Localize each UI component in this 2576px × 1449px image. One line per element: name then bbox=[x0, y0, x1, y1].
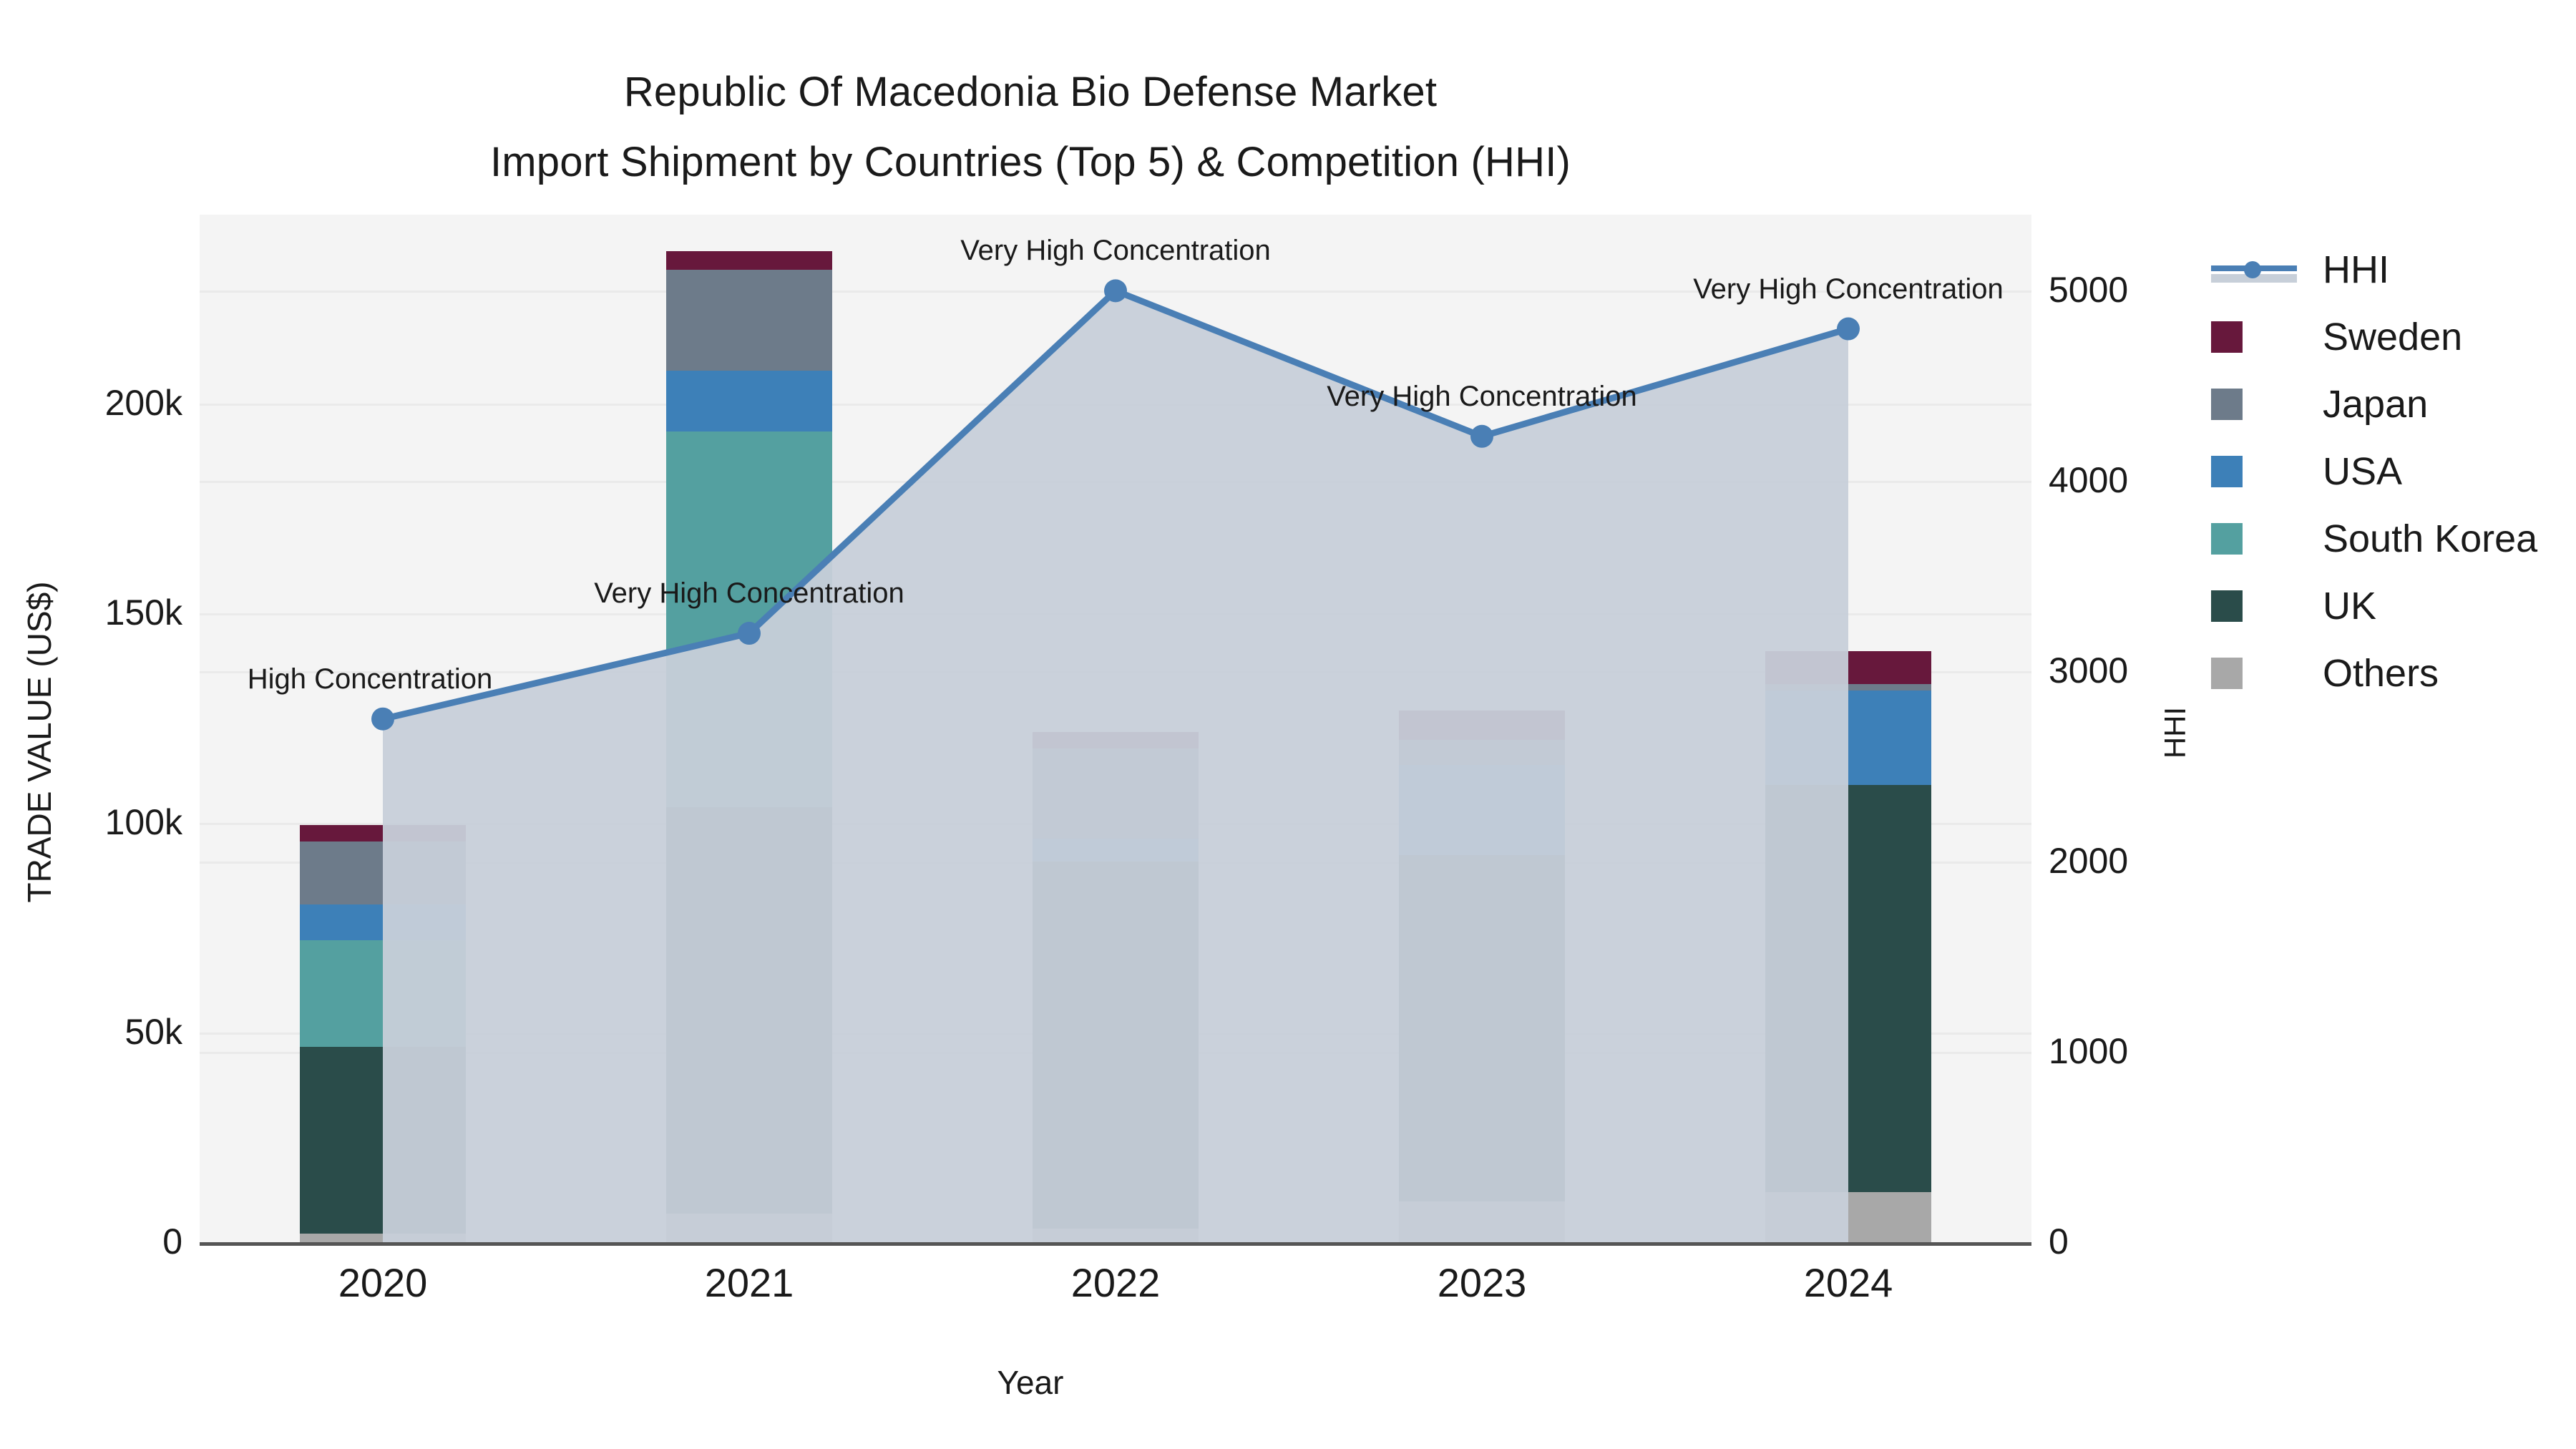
legend-item-japan[interactable]: Japan bbox=[2211, 371, 2569, 438]
hhi-annotation: Very High Concentration bbox=[1327, 380, 1637, 412]
legend-swatch-others bbox=[2211, 658, 2243, 689]
legend-item-others[interactable]: Others bbox=[2211, 640, 2569, 707]
bar-segment-uk[interactable] bbox=[1033, 862, 1199, 1229]
y-axis-left-tick-label: 150k bbox=[104, 592, 182, 633]
legend-label: South Korea bbox=[2323, 517, 2538, 560]
legend-item-hhi[interactable]: HHI bbox=[2211, 236, 2569, 303]
y-axis-right-tick-label: 0 bbox=[2049, 1221, 2069, 1262]
bar-segment-japan[interactable] bbox=[1399, 739, 1565, 765]
legend-label: Japan bbox=[2323, 383, 2429, 426]
chart-title-line-1: Republic Of Macedonia Bio Defense Market bbox=[623, 69, 1438, 115]
legend-item-usa[interactable]: USA bbox=[2211, 438, 2569, 505]
legend: HHI Sweden Japan USA South Korea UK Others bbox=[2211, 236, 2569, 707]
bar-group[interactable] bbox=[300, 215, 466, 1242]
legend-swatch-uk bbox=[2211, 590, 2243, 622]
y-axis-right-tick-label: 2000 bbox=[2049, 841, 2129, 882]
x-axis-line bbox=[200, 1242, 2031, 1246]
bar-segment-japan[interactable] bbox=[1765, 684, 1931, 691]
legend-swatch-south-korea bbox=[2211, 523, 2243, 555]
bar-segment-usa[interactable] bbox=[1033, 839, 1199, 862]
x-axis-tick-label-2021: 2021 bbox=[704, 1260, 794, 1305]
y-axis-right-tick-label: 5000 bbox=[2049, 270, 2129, 311]
bar-segment-uk[interactable] bbox=[1765, 785, 1931, 1192]
bar-segment-sweden[interactable] bbox=[1033, 731, 1199, 749]
bar-segment-others[interactable] bbox=[300, 1234, 466, 1242]
bar-segment-sweden[interactable] bbox=[1765, 650, 1931, 685]
x-axis-title: Year bbox=[997, 1364, 1064, 1401]
bar-segment-south-korea[interactable] bbox=[300, 940, 466, 1048]
bar-group[interactable] bbox=[1765, 215, 1931, 1242]
legend-item-south-korea[interactable]: South Korea bbox=[2211, 505, 2569, 572]
legend-label: USA bbox=[2323, 450, 2403, 493]
legend-swatch-japan bbox=[2211, 389, 2243, 420]
y-axis-left-title: TRADE VALUE (US$) bbox=[21, 581, 58, 903]
bar-segment-uk[interactable] bbox=[1399, 855, 1565, 1201]
bar-segment-others[interactable] bbox=[666, 1214, 832, 1242]
x-axis-tick-label-2022: 2022 bbox=[1070, 1260, 1161, 1305]
bar-segment-uk[interactable] bbox=[666, 806, 832, 1214]
legend-label: HHI bbox=[2323, 248, 2389, 291]
y-axis-left-tick-label: 200k bbox=[104, 382, 182, 423]
bar-segment-usa[interactable] bbox=[1399, 764, 1565, 855]
bar-segment-japan[interactable] bbox=[1033, 748, 1199, 839]
bar-segment-sweden[interactable] bbox=[1399, 710, 1565, 740]
bar-group[interactable] bbox=[1399, 215, 1565, 1242]
bar-group[interactable] bbox=[666, 215, 832, 1242]
bar-segment-usa[interactable] bbox=[666, 371, 832, 432]
x-axis-tick-label-2024: 2024 bbox=[1803, 1260, 1893, 1305]
y-axis-left-tick-label: 0 bbox=[162, 1221, 182, 1262]
bar-segment-sweden[interactable] bbox=[300, 824, 466, 842]
y-axis-right-tick-label: 4000 bbox=[2049, 460, 2129, 501]
legend-item-sweden[interactable]: Sweden bbox=[2211, 303, 2569, 371]
legend-item-uk[interactable]: UK bbox=[2211, 572, 2569, 640]
y-axis-right-tick-label: 1000 bbox=[2049, 1031, 2129, 1072]
chart-title-line-2: Import Shipment by Countries (Top 5) & C… bbox=[489, 139, 1571, 185]
bar-segment-south-korea[interactable] bbox=[666, 431, 832, 807]
legend-line-icon bbox=[2211, 254, 2297, 286]
bar-segment-others[interactable] bbox=[1033, 1229, 1199, 1242]
bar-group[interactable] bbox=[1033, 215, 1199, 1242]
bar-segment-others[interactable] bbox=[1765, 1191, 1931, 1242]
y-axis-right-title: HHI bbox=[2158, 706, 2192, 759]
bar-segment-japan[interactable] bbox=[666, 270, 832, 371]
legend-label: UK bbox=[2323, 585, 2377, 628]
chart-title: Republic Of Macedonia Bio Defense Market… bbox=[0, 57, 2061, 197]
bar-segment-usa[interactable] bbox=[1765, 691, 1931, 786]
legend-swatch-usa bbox=[2211, 456, 2243, 487]
y-axis-left-tick-label: 50k bbox=[125, 1011, 182, 1052]
bar-segment-others[interactable] bbox=[1399, 1201, 1565, 1242]
y-axis-left-tick-label: 100k bbox=[104, 801, 182, 842]
hhi-annotation: Very High Concentration bbox=[1693, 273, 2004, 305]
legend-line-marker bbox=[2244, 261, 2261, 278]
x-axis-tick-label-2023: 2023 bbox=[1437, 1260, 1527, 1305]
hhi-annotation: High Concentration bbox=[247, 663, 493, 695]
y-axis-right-tick-label: 3000 bbox=[2049, 650, 2129, 691]
bar-segment-japan[interactable] bbox=[300, 841, 466, 905]
hhi-annotation: Very High Concentration bbox=[594, 577, 904, 610]
legend-label: Sweden bbox=[2323, 316, 2463, 358]
bar-segment-uk[interactable] bbox=[300, 1047, 466, 1234]
legend-swatch-sweden bbox=[2211, 321, 2243, 353]
legend-label: Others bbox=[2323, 652, 2439, 695]
hhi-annotation: Very High Concentration bbox=[960, 235, 1271, 267]
bar-segment-usa[interactable] bbox=[300, 904, 466, 940]
x-axis-tick-label-2020: 2020 bbox=[338, 1260, 428, 1305]
legend-area-swatch bbox=[2211, 274, 2297, 283]
bar-segment-sweden[interactable] bbox=[666, 250, 832, 270]
